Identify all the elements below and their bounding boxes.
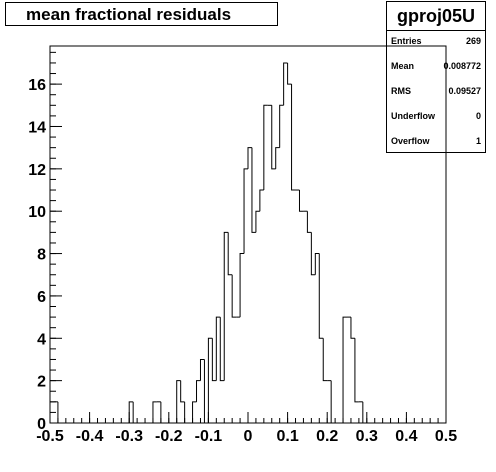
histogram-bin — [239, 253, 245, 318]
histogram-bin — [283, 62, 288, 106]
y-tick-label: 6 — [37, 289, 46, 306]
stat-row-entries: Entries 269 — [391, 36, 481, 50]
x-tick-label: 0.4 — [395, 428, 417, 445]
y-tick-label: 14 — [28, 119, 46, 136]
plot-area-border — [49, 45, 447, 424]
stat-label: Mean — [391, 61, 415, 71]
stats-histogram-name: gproj05U — [387, 2, 485, 31]
y-tick-label: 0 — [37, 416, 46, 433]
stat-row-rms: RMS 0.09527 — [391, 86, 481, 100]
stat-label: RMS — [391, 86, 411, 96]
histogram-bin — [196, 380, 201, 402]
histogram-bin — [128, 401, 134, 423]
title-box: mean fractional residuals — [5, 2, 278, 26]
histogram-bin — [203, 359, 209, 424]
stat-value: 0.008772 — [443, 61, 481, 71]
stat-label: Entries — [391, 36, 422, 46]
histogram-bin — [160, 401, 165, 424]
histogram-bin — [243, 168, 248, 254]
histogram-bin — [330, 380, 336, 424]
x-tick-label: -0.2 — [155, 428, 183, 445]
histogram-bin — [192, 401, 197, 423]
x-tick-label: 0.2 — [316, 428, 338, 445]
histogram-bin — [207, 337, 213, 423]
histogram-bin — [247, 147, 252, 169]
stat-row-mean: Mean 0.008772 — [391, 61, 481, 75]
histogram-bin — [263, 104, 268, 191]
stat-value: 0 — [475, 111, 481, 121]
plot-frame — [49, 45, 447, 424]
histogram-bin — [298, 190, 304, 212]
y-tick-label: 2 — [37, 374, 46, 391]
histogram-bin — [362, 401, 367, 424]
histogram-bin — [314, 253, 320, 275]
stat-label: Overflow — [391, 136, 430, 146]
histogram-bin — [342, 316, 347, 423]
histogram-bin — [279, 104, 284, 148]
histogram-bin — [287, 62, 292, 85]
histogram-bin — [152, 401, 157, 423]
histogram-bin — [231, 274, 237, 318]
stats-box: gproj05U Entries 269 Mean 0.008772 RMS 0… — [386, 1, 486, 153]
y-tick-label: 16 — [28, 77, 46, 94]
histogram-bin — [259, 189, 264, 212]
histogram-bin — [354, 338, 359, 403]
y-tick-label: 10 — [28, 204, 46, 221]
x-tick-label: 0.1 — [276, 428, 298, 445]
chart-title: mean fractional residuals — [26, 5, 232, 24]
stat-label: Underflow — [391, 111, 435, 121]
histogram-bin — [199, 358, 205, 381]
stat-value: 0.09527 — [448, 86, 481, 96]
histogram-bin — [132, 401, 138, 424]
histogram-bin — [291, 84, 296, 191]
histogram-bin — [180, 380, 185, 403]
x-tick-label: -0.4 — [76, 428, 104, 445]
histogram-bin — [219, 317, 225, 382]
axis-tick-labels: -0.5 -0.4 -0.3 -0.2 -0.1 0 0.1 0.2 0.3 0.4 0.5 0 2 4 6… — [28, 77, 457, 445]
y-tick-label: 12 — [28, 162, 46, 179]
stat-value: 1 — [475, 136, 481, 146]
histogram-bin — [350, 317, 355, 339]
stat-row-overflow: Overflow 1 — [391, 136, 481, 150]
x-tick-label: -0.5 — [36, 428, 64, 445]
histogram-bin — [211, 338, 217, 382]
stat-row-underflow: Underflow 0 — [391, 111, 481, 125]
x-tick-label: 0 — [244, 428, 253, 445]
histogram-bin — [215, 316, 221, 381]
histogram-bin — [310, 232, 316, 276]
histogram-bin — [318, 253, 324, 339]
axis-ticks — [49, 51, 447, 424]
histogram-bin — [322, 338, 328, 382]
histogram-bin — [251, 147, 256, 233]
y-tick-label: 4 — [37, 331, 46, 348]
histogram-bin — [184, 401, 189, 424]
histogram-bin — [306, 211, 312, 233]
histogram-bin — [227, 232, 233, 276]
histogram-bin — [49, 401, 54, 423]
histogram-bin — [223, 231, 229, 381]
y-tick-label: 8 — [37, 247, 46, 264]
x-tick-label: 0.5 — [435, 428, 457, 445]
histogram-bin — [255, 210, 260, 233]
histogram-bin — [176, 380, 181, 423]
x-tick-label: -0.3 — [115, 428, 143, 445]
histogram-bin — [271, 105, 276, 170]
histogram-bin — [57, 401, 62, 424]
histogram-bins — [49, 62, 446, 424]
x-tick-label: -0.1 — [195, 428, 223, 445]
x-tick-label: 0.3 — [356, 428, 378, 445]
histogram-bin — [275, 147, 280, 169]
stat-value: 269 — [465, 36, 481, 46]
